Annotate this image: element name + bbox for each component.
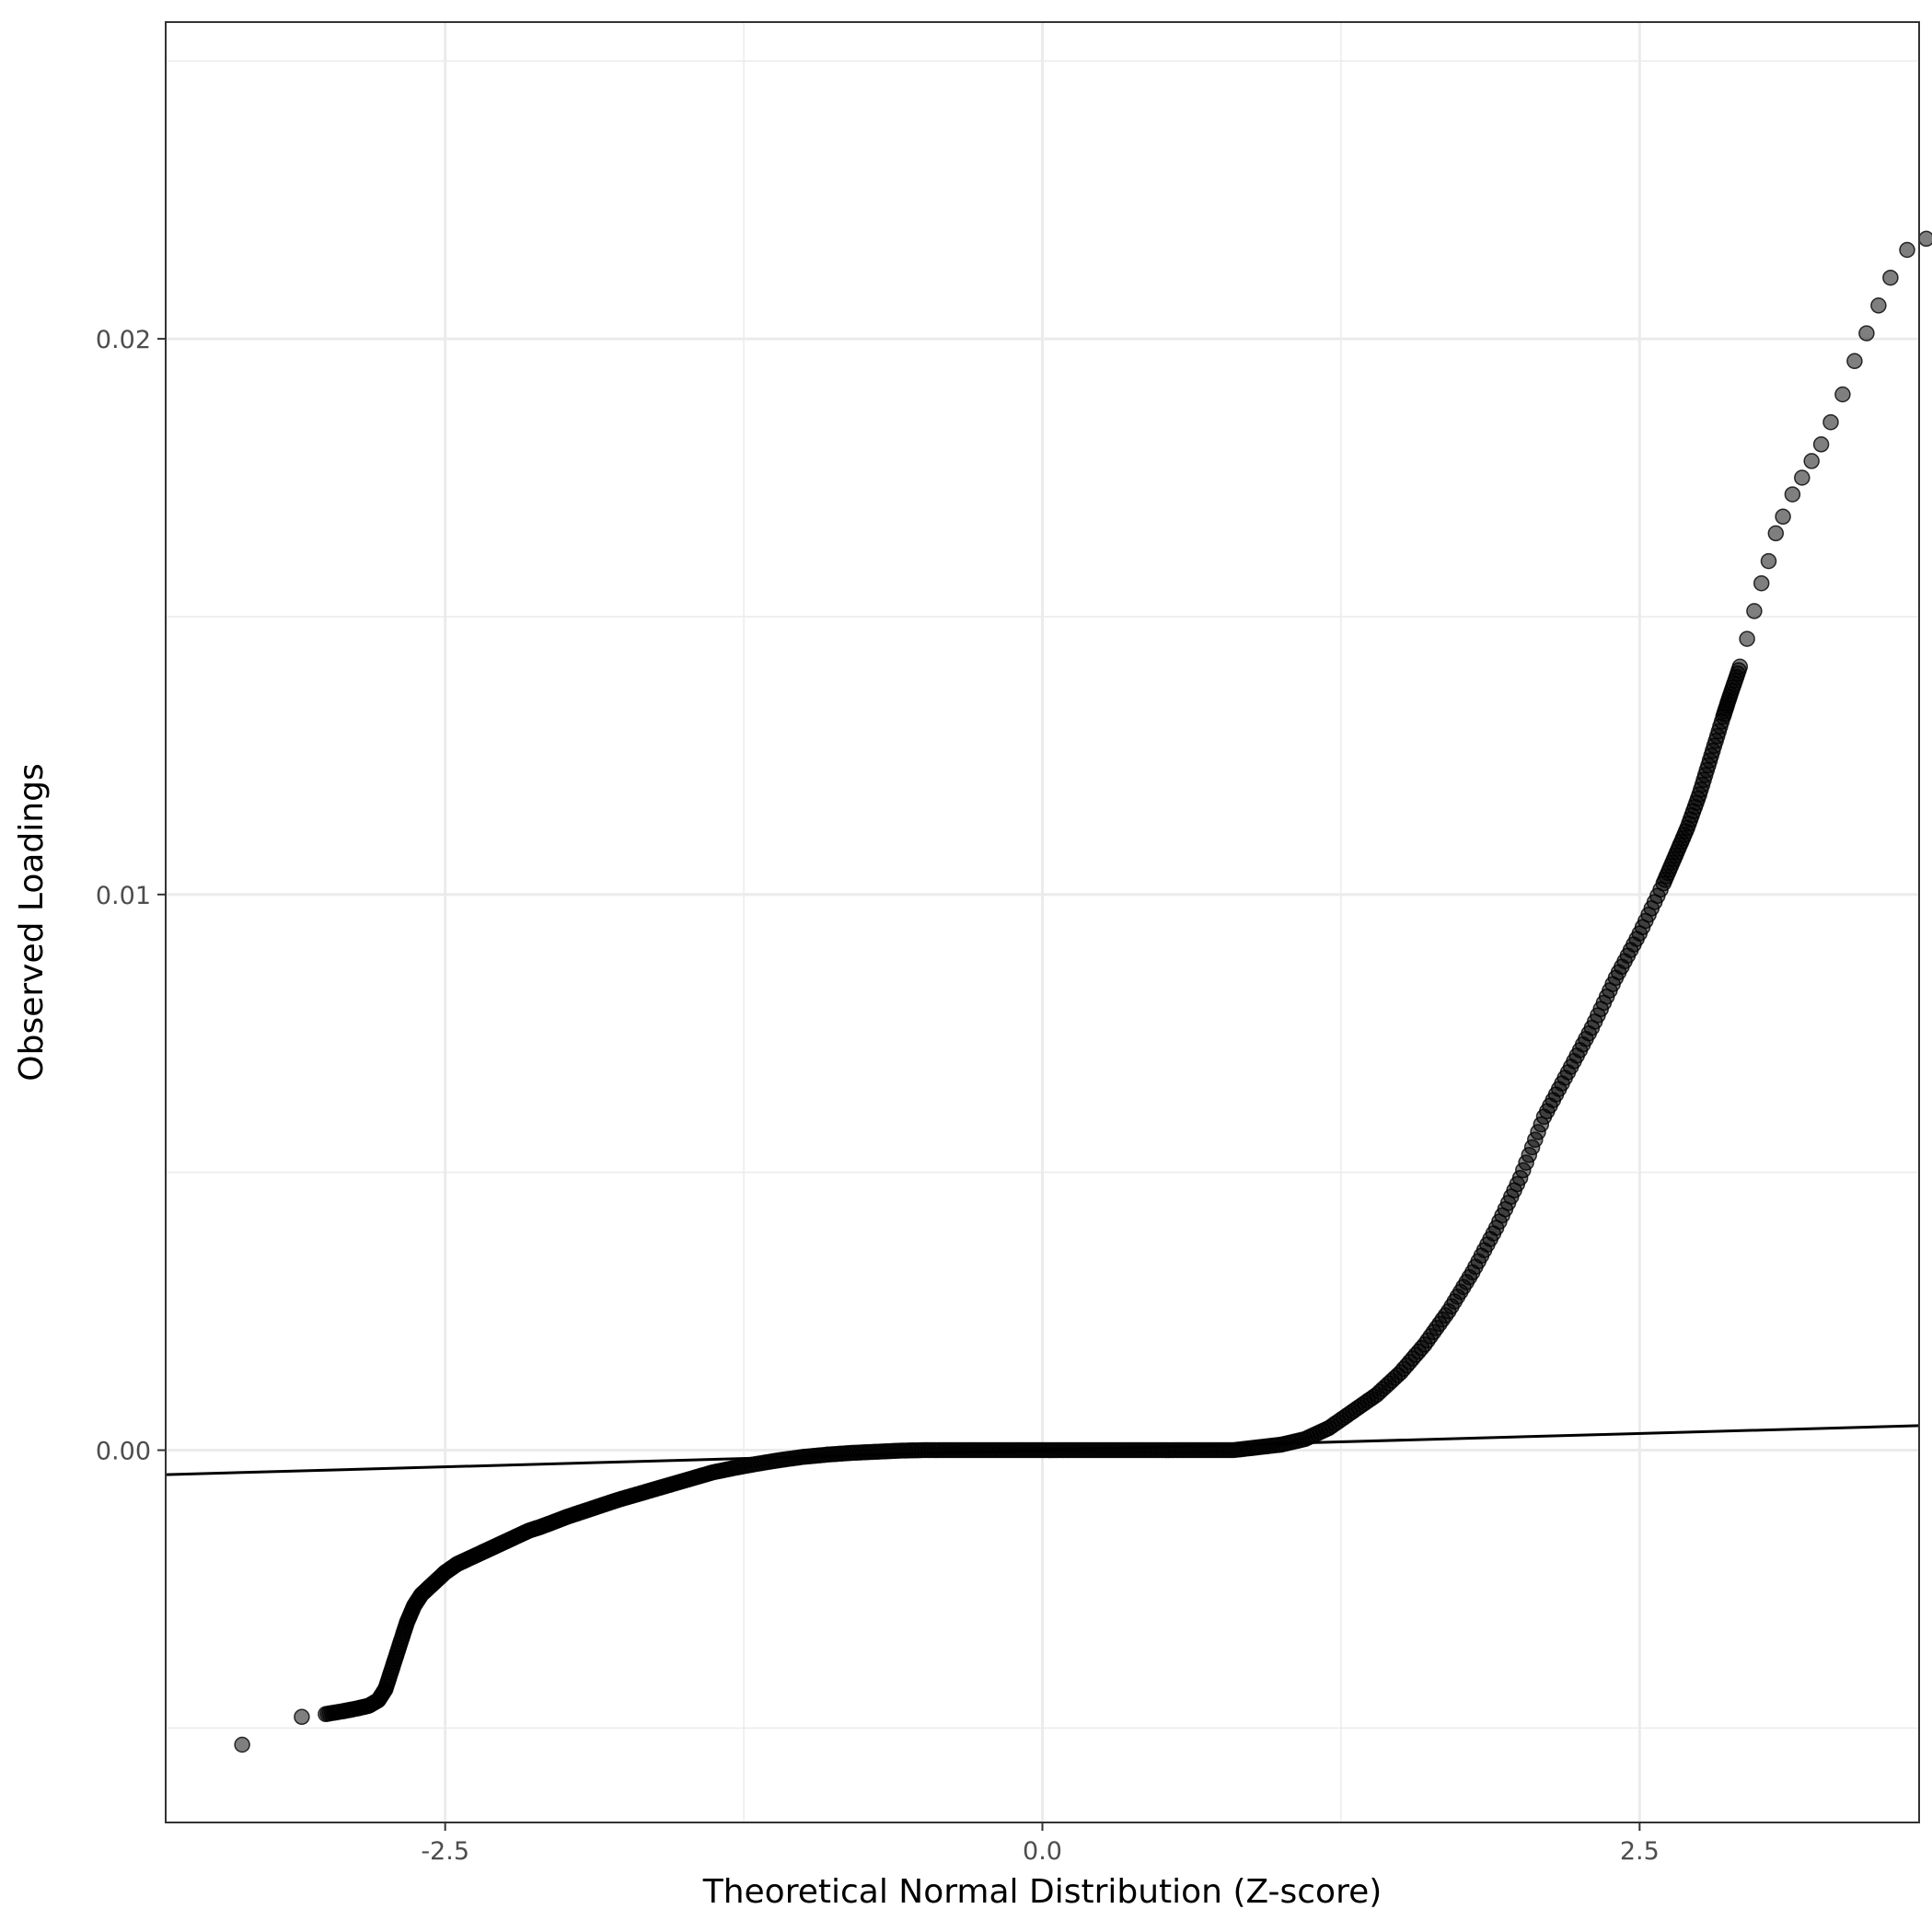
data-point	[1870, 297, 1887, 314]
data-point	[1858, 325, 1875, 341]
data-point	[1918, 230, 1932, 248]
data-point	[1767, 525, 1785, 542]
data-point	[1803, 453, 1820, 469]
y-axis-title: Observed Loadings	[13, 763, 51, 1081]
data-point	[1899, 241, 1915, 259]
data-point	[294, 1708, 310, 1726]
data-point	[1753, 574, 1770, 592]
reference-line	[165, 1424, 1920, 1476]
data-point	[1784, 486, 1801, 503]
data-point	[1812, 436, 1830, 453]
data-point	[1834, 386, 1851, 403]
y-tick-label: 0.01	[96, 882, 151, 910]
data-point	[1739, 631, 1755, 647]
data-point	[1822, 413, 1839, 431]
x-axis: -2.5 0.0 2.5	[421, 1822, 1660, 1866]
x-axis-title: Theoretical Normal Distribution (Z-score…	[702, 1873, 1382, 1911]
data-point	[1882, 269, 1899, 286]
data-point	[1846, 353, 1863, 370]
data-point	[1731, 658, 1749, 676]
data-point	[234, 1736, 250, 1753]
y-axis: 0.00 0.01 0.02	[96, 326, 166, 1466]
y-tick-label: 0.02	[96, 326, 151, 354]
major-gridlines	[166, 22, 1919, 1822]
x-tick-label: -2.5	[421, 1837, 469, 1866]
x-tick-label: 2.5	[1620, 1837, 1660, 1866]
data-point	[1746, 603, 1763, 619]
plot-panel	[165, 21, 1932, 1823]
data-point	[1794, 469, 1811, 486]
y-tick-label: 0.00	[96, 1438, 151, 1466]
x-tick-label: 0.0	[1023, 1837, 1062, 1866]
data-point	[1760, 552, 1777, 570]
data-point	[1775, 508, 1791, 526]
